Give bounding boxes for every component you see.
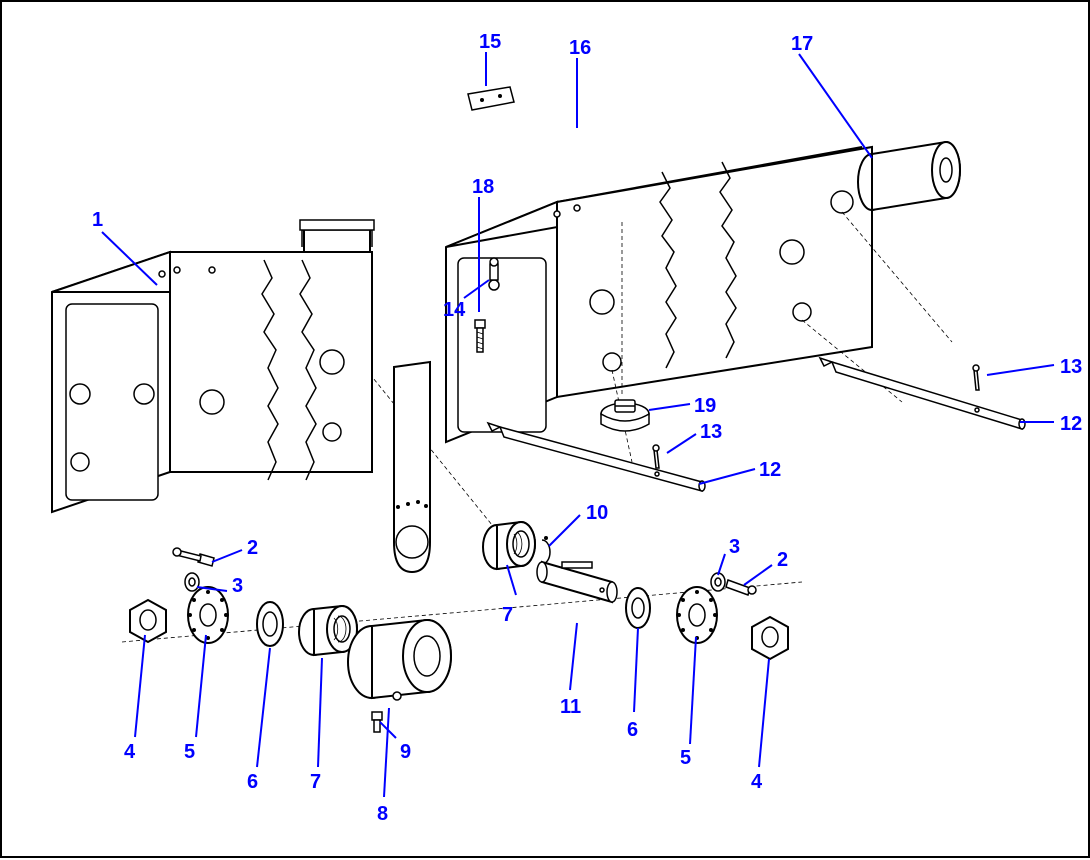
part-4b-nut xyxy=(752,617,788,659)
part-7a-bushing xyxy=(299,606,357,655)
callout-14: 14 xyxy=(443,300,465,320)
callout-11: 11 xyxy=(560,697,581,717)
part-1-outer-box xyxy=(52,220,374,512)
callout-12b: 12 xyxy=(1060,414,1082,434)
callout-5a: 5 xyxy=(184,742,195,762)
part-6a-washer xyxy=(257,602,283,646)
callout-4b: 4 xyxy=(751,772,762,792)
part-18-bolt xyxy=(475,320,485,352)
callout-7b: 7 xyxy=(502,605,513,625)
part-19-plug xyxy=(601,400,649,431)
callout-5b: 5 xyxy=(680,748,691,768)
part-13b-cotter xyxy=(973,365,979,390)
part-5a-flange xyxy=(188,587,228,643)
part-15-plate xyxy=(468,87,514,110)
callout-15: 15 xyxy=(479,32,501,52)
callout-2b: 2 xyxy=(777,550,788,570)
callout-18: 18 xyxy=(472,177,494,197)
part-5b-flange xyxy=(677,587,717,643)
callout-2a: 2 xyxy=(247,538,258,558)
part-12b-pin xyxy=(820,358,1025,429)
part-17-roller xyxy=(858,142,960,210)
callout-3a: 3 xyxy=(232,576,243,596)
part-6b-washer xyxy=(626,588,650,628)
part-3b-washer xyxy=(711,573,725,591)
callout-8: 8 xyxy=(377,804,388,824)
parts-drawing xyxy=(2,2,1090,860)
part-12a-pin xyxy=(488,423,705,491)
callout-3b: 3 xyxy=(729,537,740,557)
part-11-shaft xyxy=(537,562,617,602)
part-8-housing xyxy=(348,620,451,700)
callout-6a: 6 xyxy=(247,772,258,792)
part-4a-nut xyxy=(130,600,166,642)
part-2b-bolt xyxy=(726,580,756,595)
callout-16: 16 xyxy=(569,38,591,58)
callout-12a: 12 xyxy=(759,460,781,480)
diagram-frame: 122334455667789101112121313141516171819 xyxy=(0,0,1090,858)
callout-13a: 13 xyxy=(700,422,722,442)
callout-13b: 13 xyxy=(1060,357,1082,377)
callout-19: 19 xyxy=(694,396,716,416)
callout-1: 1 xyxy=(92,210,103,230)
hanger-bracket xyxy=(394,362,430,572)
callout-6b: 6 xyxy=(627,720,638,740)
part-13a-cotter xyxy=(653,445,659,468)
part-14-fitting xyxy=(489,258,499,290)
part-2a-bolt xyxy=(173,548,214,566)
callout-4a: 4 xyxy=(124,742,135,762)
part-3a-washer xyxy=(185,573,199,591)
part-7b-bushing xyxy=(483,522,535,569)
callout-10: 10 xyxy=(586,503,608,523)
callout-17: 17 xyxy=(791,34,813,54)
callout-7a: 7 xyxy=(310,772,321,792)
callout-9: 9 xyxy=(400,742,411,762)
